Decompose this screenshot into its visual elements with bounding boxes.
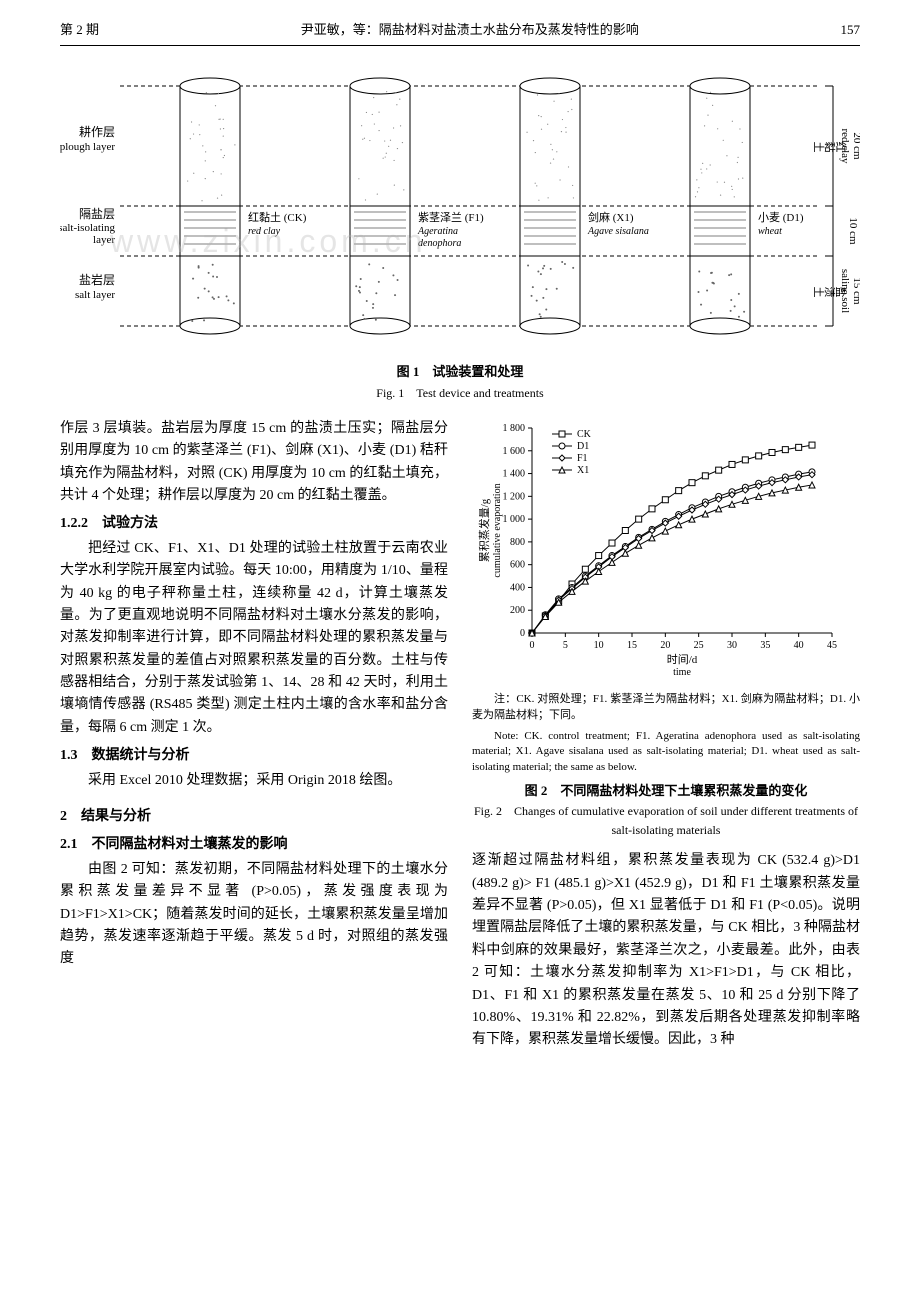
- svg-text:紫茎泽兰 (F1): 紫茎泽兰 (F1): [418, 211, 484, 224]
- svg-text:denophora: denophora: [418, 238, 461, 249]
- svg-text:600: 600: [510, 559, 525, 570]
- left-column: 作层 3 层填装。盐岩层为厚度 15 cm 的盐渍土压实；隔盐层分别用厚度为 1…: [60, 418, 448, 1054]
- heading-1-2-2: 1.2.2 试验方法: [60, 513, 448, 535]
- svg-text:耕作层: 耕作层: [79, 124, 115, 139]
- svg-text:layer: layer: [93, 234, 115, 246]
- left-p4: 由图 2 可知：蒸发初期，不同隔盐材料处理下的土壤水分累积蒸发量差异不显著 (P…: [60, 859, 448, 971]
- heading-2-1: 2.1 不同隔盐材料对土壤蒸发的影响: [60, 834, 448, 856]
- right-p1: 逐渐超过隔盐材料组，累积蒸发量表现为 CK (532.4 g)>D1 (489.…: [472, 850, 860, 1052]
- svg-text:红黏土 (CK): 红黏土 (CK): [248, 210, 307, 224]
- svg-text:1 800: 1 800: [503, 423, 526, 434]
- svg-text:Ageratina: Ageratina: [417, 226, 458, 237]
- svg-text:25: 25: [694, 640, 704, 651]
- svg-text:0: 0: [520, 628, 525, 639]
- svg-text:1 000: 1 000: [503, 514, 526, 525]
- heading-2: 2 结果与分析: [60, 806, 448, 828]
- svg-text:plough layer: plough layer: [60, 141, 115, 153]
- svg-text:0: 0: [530, 640, 535, 651]
- svg-text:35: 35: [760, 640, 770, 651]
- left-p3: 采用 Excel 2010 处理数据；采用 Origin 2018 绘图。: [60, 770, 448, 792]
- svg-text:15: 15: [627, 640, 637, 651]
- svg-text:wheat: wheat: [758, 226, 782, 237]
- svg-text:cumulative evaporation: cumulative evaporation: [492, 483, 503, 577]
- fig2-note-cn: 注：CK. 对照处理；F1. 紫茎泽兰为隔盐材料；X1. 剑麻为隔盐材料；D1.…: [472, 692, 860, 723]
- svg-text:1 400: 1 400: [503, 468, 526, 479]
- svg-text:400: 400: [510, 582, 525, 593]
- svg-text:D1: D1: [577, 441, 589, 452]
- svg-text:800: 800: [510, 537, 525, 548]
- header-title: 尹亚敏，等：隔盐材料对盐渍土水盐分布及蒸发特性的影响: [301, 20, 639, 41]
- svg-text:盐岩层: 盐岩层: [79, 272, 115, 287]
- svg-text:time: time: [673, 667, 691, 678]
- page-number: 157: [841, 20, 861, 41]
- svg-text:10: 10: [594, 640, 604, 651]
- svg-text:15 cm: 15 cm: [851, 277, 860, 305]
- svg-text:salt layer: salt layer: [75, 289, 115, 301]
- svg-text:盐渍土: 盐渍土: [814, 285, 847, 298]
- svg-text:隔盐层: 隔盐层: [79, 207, 115, 221]
- svg-text:小麦 (D1): 小麦 (D1): [758, 211, 804, 224]
- svg-text:Agave sisalana: Agave sisalana: [587, 226, 649, 237]
- fig2-note-en: Note: CK. control treatment; F1. Agerati…: [472, 729, 860, 775]
- fig1-caption: 图 1 试验装置和处理 Fig. 1 Test device and treat…: [60, 362, 860, 404]
- figure-2: 0 5 10 15 20 25 30 35 40 45 0 200 400 600 800 1 000 1 20…: [472, 418, 860, 686]
- svg-text:40: 40: [794, 640, 804, 651]
- fig2-caption-en: Fig. 2 Changes of cumulative evaporation…: [474, 804, 858, 837]
- svg-text:45: 45: [827, 640, 837, 651]
- svg-text:20 cm: 20 cm: [851, 132, 860, 160]
- svg-text:1 600: 1 600: [503, 446, 526, 457]
- right-column: 0 5 10 15 20 25 30 35 40 45 0 200 400 600 800 1 000 1 20…: [472, 418, 860, 1054]
- svg-text:X1: X1: [577, 465, 589, 476]
- page-header: 第 2 期 尹亚敏，等：隔盐材料对盐渍土水盐分布及蒸发特性的影响 157: [60, 20, 860, 46]
- svg-text:30: 30: [727, 640, 737, 651]
- fig1-svg: 耕作层 plough layer 隔盐层 salt-isolating laye…: [60, 66, 860, 346]
- svg-text:5: 5: [563, 640, 568, 651]
- svg-text:200: 200: [510, 605, 525, 616]
- svg-text:10 cm: 10 cm: [847, 217, 859, 245]
- fig2-caption-cn: 图 2 不同隔盐材料处理下土壤累积蒸发量的变化: [525, 783, 808, 798]
- issue-label: 第 2 期: [60, 20, 99, 41]
- fig1-caption-cn: 图 1 试验装置和处理: [397, 364, 524, 379]
- svg-text:1 200: 1 200: [503, 491, 526, 502]
- fig2-caption: 图 2 不同隔盐材料处理下土壤累积蒸发量的变化 Fig. 2 Changes o…: [472, 781, 860, 840]
- left-p2: 把经过 CK、F1、X1、D1 处理的试验土柱放置于云南农业大学水利学院开展室内…: [60, 538, 448, 740]
- svg-text:red clay: red clay: [248, 226, 281, 237]
- heading-1-3: 1.3 数据统计与分析: [60, 745, 448, 767]
- fig2-svg: 0 5 10 15 20 25 30 35 40 45 0 200 400 600 800 1 000 1 20…: [472, 418, 842, 678]
- left-p1: 作层 3 层填装。盐岩层为厚度 15 cm 的盐渍土压实；隔盐层分别用厚度为 1…: [60, 418, 448, 508]
- svg-text:时间/d: 时间/d: [667, 653, 698, 666]
- svg-text:salt-isolating: salt-isolating: [60, 222, 115, 234]
- svg-text:红黏土: 红黏土: [814, 140, 847, 153]
- fig1-caption-en: Fig. 1 Test device and treatments: [376, 386, 543, 400]
- svg-text:F1: F1: [577, 453, 588, 464]
- figure-1: 耕作层 plough layer 隔盐层 salt-isolating laye…: [60, 66, 860, 354]
- svg-text:20: 20: [660, 640, 670, 651]
- svg-text:累积蒸发量/g: 累积蒸发量/g: [477, 498, 491, 562]
- svg-text:剑麻 (X1): 剑麻 (X1): [588, 210, 634, 224]
- svg-text:CK: CK: [577, 429, 592, 440]
